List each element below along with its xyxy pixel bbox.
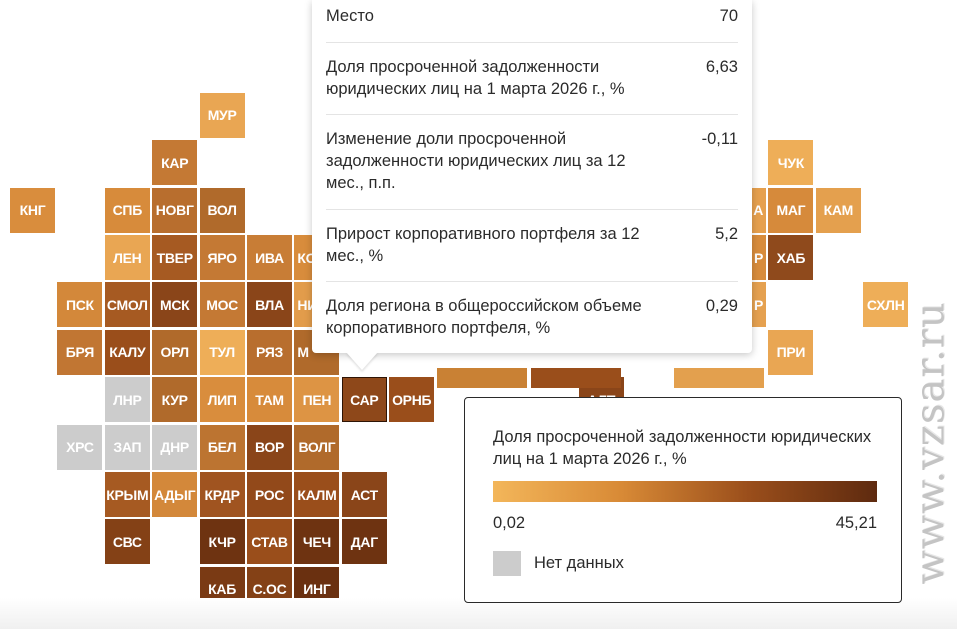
- legend-title: Доля просроченной задолженности юридичес…: [493, 428, 872, 468]
- legend-no-data-swatch: [493, 551, 521, 576]
- region-tile-krdr[interactable]: КРДР: [199, 472, 245, 517]
- tooltip-row-rank: Место 70: [326, 0, 738, 42]
- region-tile-novg[interactable]: НОВГ: [152, 187, 198, 233]
- region-tile-hrs[interactable]: ХРС: [57, 424, 103, 470]
- region-tile-ornb[interactable]: ОРНБ: [389, 377, 435, 423]
- tooltip-row-share-change: Изменение доли просроченной задолженност…: [326, 114, 738, 210]
- region-tile-spb[interactable]: СПБ: [104, 187, 150, 233]
- tooltip-row-region-share: Доля региона в общероссийском объеме кор…: [326, 281, 738, 354]
- region-tile-kur[interactable]: КУР: [152, 377, 198, 423]
- legend-no-data-label: Нет данных: [534, 554, 624, 572]
- region-tile-zap[interactable]: ЗАП: [104, 424, 150, 470]
- legend-gradient-bar: [493, 481, 877, 502]
- region-tile-brya[interactable]: БРЯ: [57, 329, 103, 375]
- region-tile-rya[interactable]: РЯЗ: [247, 329, 292, 375]
- region-tile-skhln[interactable]: СХЛН: [863, 282, 909, 328]
- region-tile-pri[interactable]: ПРИ: [768, 329, 814, 375]
- region-tile-mag[interactable]: МАГ: [768, 187, 814, 233]
- region-tile-sar-selected[interactable]: САР: [341, 377, 387, 423]
- region-tile-kam[interactable]: КАМ: [815, 187, 861, 233]
- region-tile-dag[interactable]: ДАГ: [341, 519, 387, 565]
- legend-min-value: 0,02: [493, 514, 526, 532]
- region-tile-vol[interactable]: ВОЛ: [199, 187, 245, 233]
- region-tile-kchr[interactable]: КЧР: [199, 519, 245, 565]
- region-tile-kar[interactable]: КАР: [152, 140, 198, 186]
- tooltip-row-overdue-share: Доля просроченной задолженности юридичес…: [326, 42, 738, 115]
- bottom-fade: [0, 598, 957, 629]
- color-legend: Доля просроченной задолженности юридичес…: [464, 397, 902, 603]
- region-tile-pen[interactable]: ПЕН: [294, 377, 340, 423]
- region-tile-chuk[interactable]: ЧУК: [768, 140, 814, 186]
- tooltip-value: 6,63: [705, 58, 738, 76]
- region-tile-chech[interactable]: ЧЕЧ: [294, 519, 340, 565]
- region-tile-dnr[interactable]: ДНР: [152, 424, 198, 470]
- region-tile-smol[interactable]: СМОЛ: [104, 282, 150, 328]
- tooltip-value: 5,2: [715, 225, 738, 243]
- region-tile-krym[interactable]: КРЫМ: [104, 472, 150, 517]
- legend-max-value: 45,21: [835, 514, 877, 532]
- region-tile-kalu[interactable]: КАЛУ: [104, 329, 150, 375]
- region-tile-vor[interactable]: ВОР: [247, 424, 292, 470]
- tooltip-label: Прирост корпоративного портфеля за 12 ме…: [326, 225, 640, 265]
- region-tile-len[interactable]: ЛЕН: [104, 235, 150, 280]
- tooltip-value: -0,11: [701, 130, 738, 148]
- region-tile-yaro[interactable]: ЯРО: [199, 235, 245, 280]
- region-tile-bel[interactable]: БЕЛ: [199, 424, 245, 470]
- region-tile-tam[interactable]: ТАМ: [247, 377, 292, 423]
- region-tooltip: Место 70 Доля просроченной задолженности…: [312, 0, 752, 353]
- site-watermark: www.vzsar.ru: [905, 268, 957, 618]
- tooltip-pointer: [346, 352, 378, 370]
- region-tile-msk[interactable]: МСК: [152, 282, 198, 328]
- watermark-text: www.vzsar.ru: [908, 301, 954, 585]
- region-tile-orl[interactable]: ОРЛ: [152, 329, 198, 375]
- region-tile-kalm[interactable]: КАЛМ: [294, 472, 340, 517]
- region-tile-tver[interactable]: ТВЕР: [152, 235, 198, 280]
- tooltip-value: 70: [719, 7, 738, 25]
- region-tile-ast[interactable]: АСТ: [341, 472, 387, 517]
- region-tile-vla[interactable]: ВЛА: [247, 282, 292, 328]
- region-tile-adyg[interactable]: АДЫГ: [152, 472, 198, 517]
- region-tile-lip[interactable]: ЛИП: [199, 377, 245, 423]
- region-tile-lnr[interactable]: ЛНР: [104, 377, 150, 423]
- tooltip-value: 0,29: [705, 297, 738, 315]
- tooltip-label: Место: [326, 7, 374, 25]
- region-tile-hab[interactable]: ХАБ: [768, 235, 814, 280]
- region-tile-kng[interactable]: КНГ: [10, 187, 55, 233]
- region-tile-ros[interactable]: РОС: [247, 472, 292, 517]
- region-tile-tul[interactable]: ТУЛ: [199, 329, 245, 375]
- region-tile-under-tooltip-3[interactable]: [673, 367, 764, 388]
- region-tile-stav[interactable]: СТАВ: [247, 519, 292, 565]
- region-tile-mur[interactable]: МУР: [199, 92, 245, 138]
- region-tile-under-tooltip-1[interactable]: [436, 367, 527, 388]
- region-tile-psk[interactable]: ПСК: [57, 282, 103, 328]
- region-tile-svs[interactable]: СВС: [104, 519, 150, 565]
- region-tile-volg[interactable]: ВОЛГ: [294, 424, 340, 470]
- tooltip-label: Изменение доли просроченной задолженност…: [326, 130, 626, 192]
- tooltip-row-portfolio-growth: Прирост корпоративного портфеля за 12 ме…: [326, 209, 738, 282]
- tooltip-label: Доля региона в общероссийском объеме кор…: [326, 297, 642, 337]
- region-tile-mos[interactable]: МОС: [199, 282, 245, 328]
- region-tile-iva[interactable]: ИВА: [247, 235, 292, 280]
- region-tile-under-tooltip-2[interactable]: [531, 367, 622, 388]
- tooltip-label: Доля просроченной задолженности юридичес…: [326, 58, 625, 98]
